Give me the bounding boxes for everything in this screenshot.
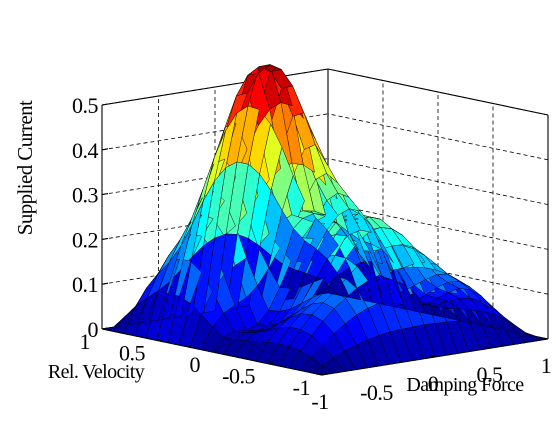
box-edge	[101, 68, 329, 106]
z-tick-mark	[101, 282, 109, 285]
y-tick-mark	[266, 361, 274, 365]
surface-mesh	[101, 64, 549, 376]
y-tick-mark	[101, 327, 109, 330]
z-tick-mark	[101, 103, 109, 106]
y-tick-mark	[211, 350, 219, 353]
z-tick-mark	[101, 237, 109, 240]
z-tick-label: 0.4	[72, 138, 99, 163]
z-axis-label: Supplied Current	[13, 100, 37, 235]
x-tick-label: -0.5	[360, 380, 393, 405]
z-tick-label: 0.1	[72, 272, 98, 297]
z-tick-label: 0.3	[72, 183, 99, 208]
x-tick-label: 0.5	[477, 362, 504, 387]
z-tick-label: 0.5	[72, 93, 99, 118]
y-tick-label: 0	[190, 352, 201, 377]
x-tick-mark	[315, 373, 323, 376]
x-axis-label: Damping Force	[406, 374, 524, 396]
z-tick-mark	[101, 148, 109, 151]
side-wall-gridline	[327, 203, 549, 250]
x-tick-label: -1	[311, 389, 328, 414]
x-tick-label: 1	[541, 353, 552, 378]
z-tick-label: 0.2	[72, 227, 98, 252]
front-axes-layer: 0 0.1 0.2 0.3 0.4 0.5 -1 -0.5 0 0.5 1 -1 -0.5 0 0.5 1	[72, 93, 552, 414]
box-edge	[327, 68, 549, 116]
y-tick-mark	[156, 338, 164, 342]
x-tick-mark	[541, 337, 549, 340]
y-tick-label: -1	[293, 375, 310, 400]
z-tick-mark	[101, 193, 109, 196]
y-tick-label: -0.5	[222, 364, 255, 389]
y-axis-label: Rel. Velocity	[48, 361, 145, 383]
x-tick-mark	[372, 364, 379, 367]
x-tick-label: 0	[428, 371, 439, 396]
x-tick-mark	[485, 346, 492, 349]
y-tick-mark	[321, 373, 329, 376]
z-tick-label: 0	[88, 317, 99, 342]
x-tick-mark	[428, 355, 436, 358]
y-tick-label: 0.5	[119, 341, 146, 366]
y-tick-label: 1	[80, 329, 91, 354]
side-wall-gridline	[327, 113, 549, 161]
